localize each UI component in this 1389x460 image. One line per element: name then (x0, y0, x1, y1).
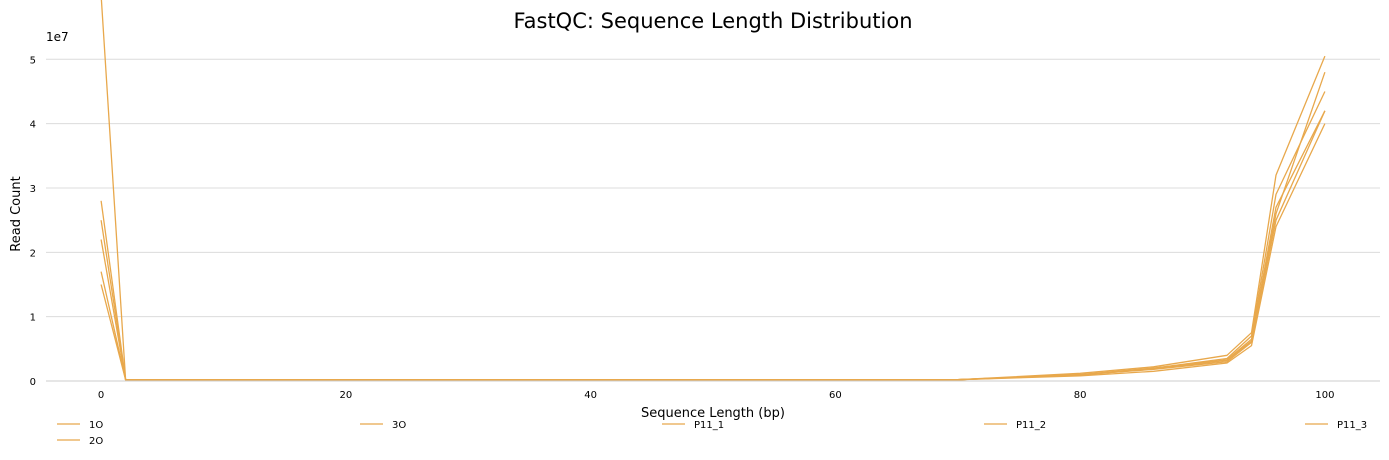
x-tick-label: 100 (1315, 390, 1334, 401)
legend-label: 2O (89, 436, 103, 447)
y-tick-label: 4 (30, 120, 36, 131)
series-line-2o (100, 91, 1326, 381)
legend-item[interactable]: 2O (57, 436, 103, 447)
legend-label: P11_1 (694, 420, 724, 431)
y-tick-label: 2 (30, 248, 36, 259)
x-tick-label: 60 (829, 390, 842, 401)
x-tick-label: 20 (339, 390, 352, 401)
y-tick-label: 1 (30, 313, 36, 324)
legend-label: 3O (392, 420, 406, 431)
y-tick-label: 5 (30, 55, 36, 66)
legend-label: P11_2 (1016, 420, 1046, 431)
legend-label: P11_3 (1337, 420, 1367, 431)
legend-item[interactable]: P11_3 (1305, 420, 1367, 431)
chart-title: FastQC: Sequence Length Distribution (513, 9, 912, 33)
x-tick-label: 0 (98, 390, 104, 401)
y-offset-label: 1e7 (46, 30, 69, 44)
axis-ticks: 0 1 2 3 4 5 0 20 40 60 80 100 (30, 55, 1335, 401)
series-line-p11-3 (100, 110, 1326, 381)
legend-item[interactable]: 1O (57, 420, 103, 431)
series-line-1o (100, 71, 1326, 381)
x-axis-title: Sequence Length (bp) (641, 406, 785, 421)
series-line-3o (100, 0, 1326, 381)
x-tick-label: 40 (584, 390, 597, 401)
legend-item[interactable]: P11_2 (984, 420, 1046, 431)
legend-label: 1O (89, 420, 103, 431)
y-tick-label: 3 (30, 184, 36, 195)
legend-item[interactable]: P11_1 (662, 420, 724, 431)
series-line-p11-1 (100, 123, 1326, 381)
x-tick-label: 80 (1074, 390, 1087, 401)
legend: 1O 2O 3O P11_1 P11_2 P11_3 (57, 420, 1367, 447)
y-axis-title: Read Count (9, 176, 24, 251)
grid (46, 58, 1380, 382)
series-lines (100, 0, 1326, 381)
y-tick-label: 0 (30, 377, 36, 388)
series-line-p11-2 (100, 110, 1326, 381)
legend-item[interactable]: 3O (360, 420, 406, 431)
